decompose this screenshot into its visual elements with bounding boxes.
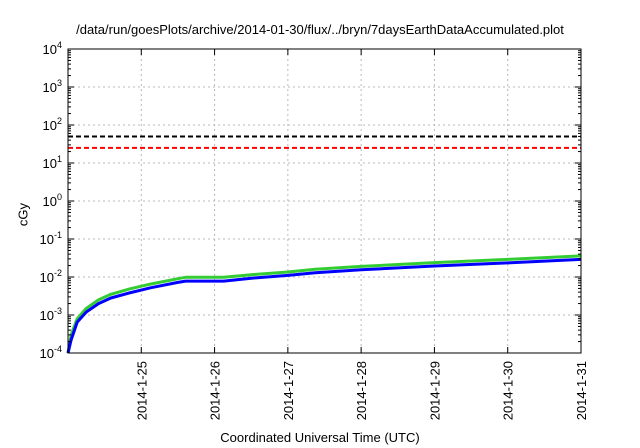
y-tick-label: 10-2: [40, 268, 62, 285]
y-tick-label: 10-1: [40, 230, 62, 247]
x-tick-label: 2014-1-29: [427, 361, 442, 420]
x-tick-label: 2014-1-28: [354, 361, 369, 420]
y-tick-label: 10-3: [40, 306, 62, 323]
y-tick-label: 103: [43, 78, 62, 95]
y-tick-label: 104: [43, 40, 62, 57]
data-series-line: [66, 254, 582, 354]
x-tick-label: 2014-1-26: [208, 361, 223, 420]
chart-title: /data/run/goesPlots/archive/2014-01-30/f…: [76, 22, 564, 37]
x-axis-label: Coordinated Universal Time (UTC): [220, 430, 420, 445]
y-tick-label: 101: [43, 154, 62, 171]
x-tick-label: 2014-1-31: [574, 361, 589, 420]
y-tick-label: 102: [43, 116, 62, 133]
y-axis-label: cGy: [15, 202, 31, 227]
x-tick-label: 2014-1-27: [281, 361, 296, 420]
x-tick-label: 2014-1-25: [134, 361, 149, 420]
y-tick-label: 100: [43, 192, 62, 209]
data-series-line: [66, 257, 582, 354]
y-tick-label: 10-4: [40, 344, 62, 361]
x-tick-label: 2014-1-30: [501, 361, 516, 420]
